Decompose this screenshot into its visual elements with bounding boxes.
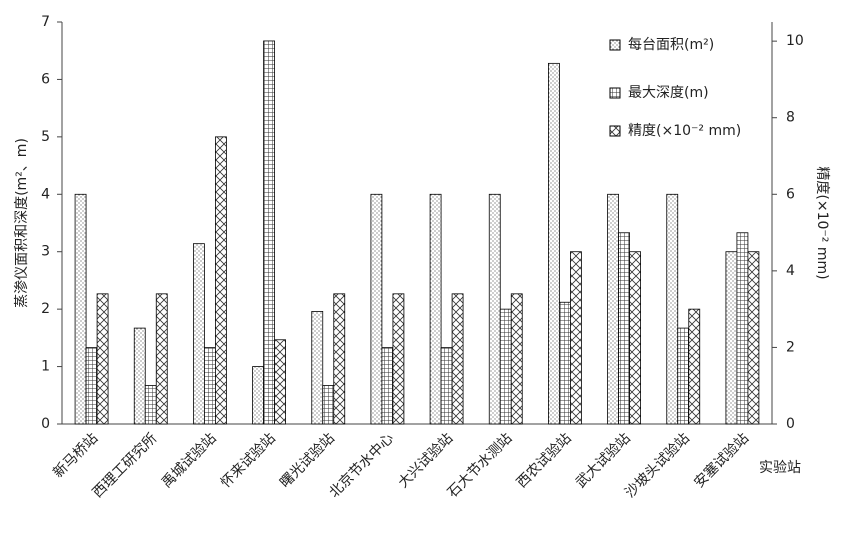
y2-tick-label: 0 <box>786 416 795 432</box>
bar <box>85 347 98 425</box>
y-axis-label: 蒸渗仪面积和深度(m²、m) <box>14 138 30 308</box>
y2-tick-label: 2 <box>786 339 795 355</box>
bar <box>96 293 109 425</box>
bar <box>499 308 512 425</box>
bar <box>688 308 701 425</box>
bar <box>333 293 346 425</box>
y-tick-label: 3 <box>41 244 50 260</box>
x-axis-label: 实验站 <box>759 460 801 476</box>
bar <box>133 327 146 425</box>
bar <box>570 251 582 425</box>
bar <box>204 347 216 425</box>
bar <box>736 232 749 425</box>
x-tick-label: 禹城试验站 <box>159 430 220 491</box>
bar <box>381 347 394 425</box>
bar <box>677 327 690 425</box>
bar <box>548 62 560 425</box>
bar <box>215 136 227 425</box>
x-tick-label: 曙光试验站 <box>277 430 338 491</box>
x-tick-label: 安塞试验站 <box>691 430 753 492</box>
legend-label: 精度(×10⁻² mm) <box>628 123 741 139</box>
x-tick-label: 西农试验站 <box>514 430 575 491</box>
bar <box>429 193 442 425</box>
bar <box>322 385 335 425</box>
bar <box>747 251 760 425</box>
bar <box>488 193 501 425</box>
y-tick-label: 0 <box>41 416 50 432</box>
x-tick-label: 武大试验站 <box>573 430 634 491</box>
y-tick-label: 7 <box>41 14 50 30</box>
bar <box>263 40 275 425</box>
y2-tick-label: 10 <box>786 33 804 49</box>
bar <box>510 293 523 425</box>
x-tick-label: 新马桥站 <box>50 430 101 481</box>
legend-swatch <box>609 87 621 99</box>
bar <box>155 293 168 425</box>
x-tick-label: 大兴试验站 <box>395 430 456 491</box>
bar <box>193 243 205 425</box>
y2-tick-label: 4 <box>786 263 795 279</box>
bar <box>725 251 738 425</box>
bar <box>392 293 405 425</box>
bar <box>370 193 383 425</box>
y-tick-label: 6 <box>41 71 50 87</box>
y2-tick-label: 8 <box>786 110 795 126</box>
bar <box>451 293 464 425</box>
bar <box>252 366 264 425</box>
bar <box>559 301 571 425</box>
bar <box>607 193 619 425</box>
bar <box>629 251 641 425</box>
bar <box>74 193 87 425</box>
legend-swatch <box>609 39 621 51</box>
legend-label: 每台面积(m²) <box>628 37 714 53</box>
legend-label: 最大深度(m) <box>628 85 709 101</box>
y-tick-label: 1 <box>41 359 50 375</box>
y2-axis-label: 精度(×10⁻² mm) <box>814 166 830 279</box>
legend-swatch <box>609 125 621 137</box>
bar <box>274 339 286 425</box>
bar <box>144 385 157 425</box>
bar <box>440 347 453 425</box>
bar <box>666 193 679 425</box>
x-tick-label: 怀来试验站 <box>218 430 279 491</box>
bar <box>311 311 324 425</box>
y-tick-label: 4 <box>41 186 50 202</box>
y-tick-label: 5 <box>41 129 50 145</box>
bar <box>618 232 630 425</box>
y2-tick-label: 6 <box>786 186 795 202</box>
y-tick-label: 2 <box>41 301 50 317</box>
